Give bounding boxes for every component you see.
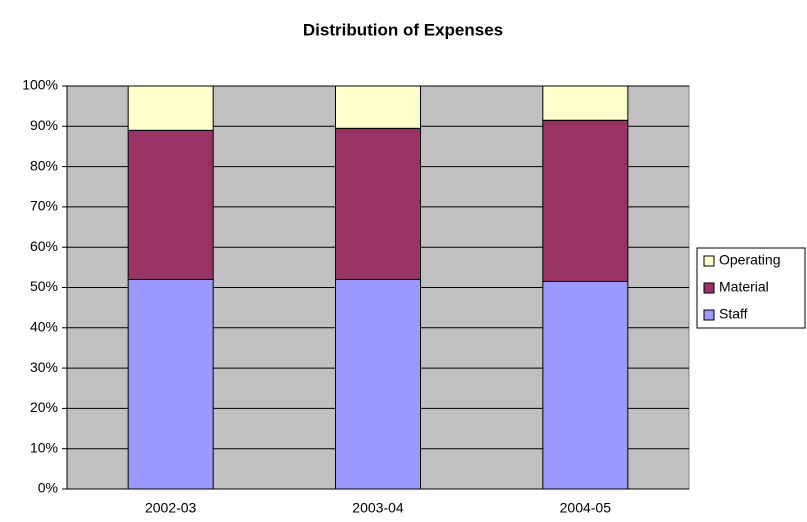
y-tick-label: 30% (30, 359, 58, 375)
y-tick-label: 50% (30, 278, 58, 294)
y-tick-label: 10% (30, 439, 58, 455)
x-tick-label: 2004-05 (560, 500, 612, 516)
bar-segment (127, 278, 214, 490)
y-tick-label: 90% (30, 117, 58, 133)
legend-label: Operating (719, 252, 780, 268)
legend (696, 247, 806, 329)
bar-segment (127, 129, 214, 280)
legend-swatch (703, 309, 715, 321)
y-tick-label: 70% (30, 198, 58, 214)
chart-title: Distribution of Expenses (303, 20, 503, 39)
y-tick-label: 0% (38, 480, 58, 496)
y-tick-label: 60% (30, 238, 58, 254)
bar-segment (542, 119, 629, 282)
bar-segment (127, 85, 214, 131)
bar-segment (542, 280, 629, 490)
legend-label: Material (719, 279, 769, 295)
x-tick-label: 2003-04 (352, 500, 404, 516)
y-tick-label: 20% (30, 399, 58, 415)
bar-segment (334, 127, 422, 280)
bar-segment (334, 278, 422, 490)
bar-segment (334, 85, 422, 129)
y-tick-label: 40% (30, 319, 58, 335)
legend-swatch (703, 282, 715, 294)
legend-swatch (703, 255, 715, 267)
bar-segment (542, 85, 629, 121)
y-tick-label: 100% (22, 77, 58, 93)
x-tick-label: 2002-03 (145, 500, 197, 516)
legend-label: Staff (719, 306, 748, 322)
y-tick-label: 80% (30, 157, 58, 173)
